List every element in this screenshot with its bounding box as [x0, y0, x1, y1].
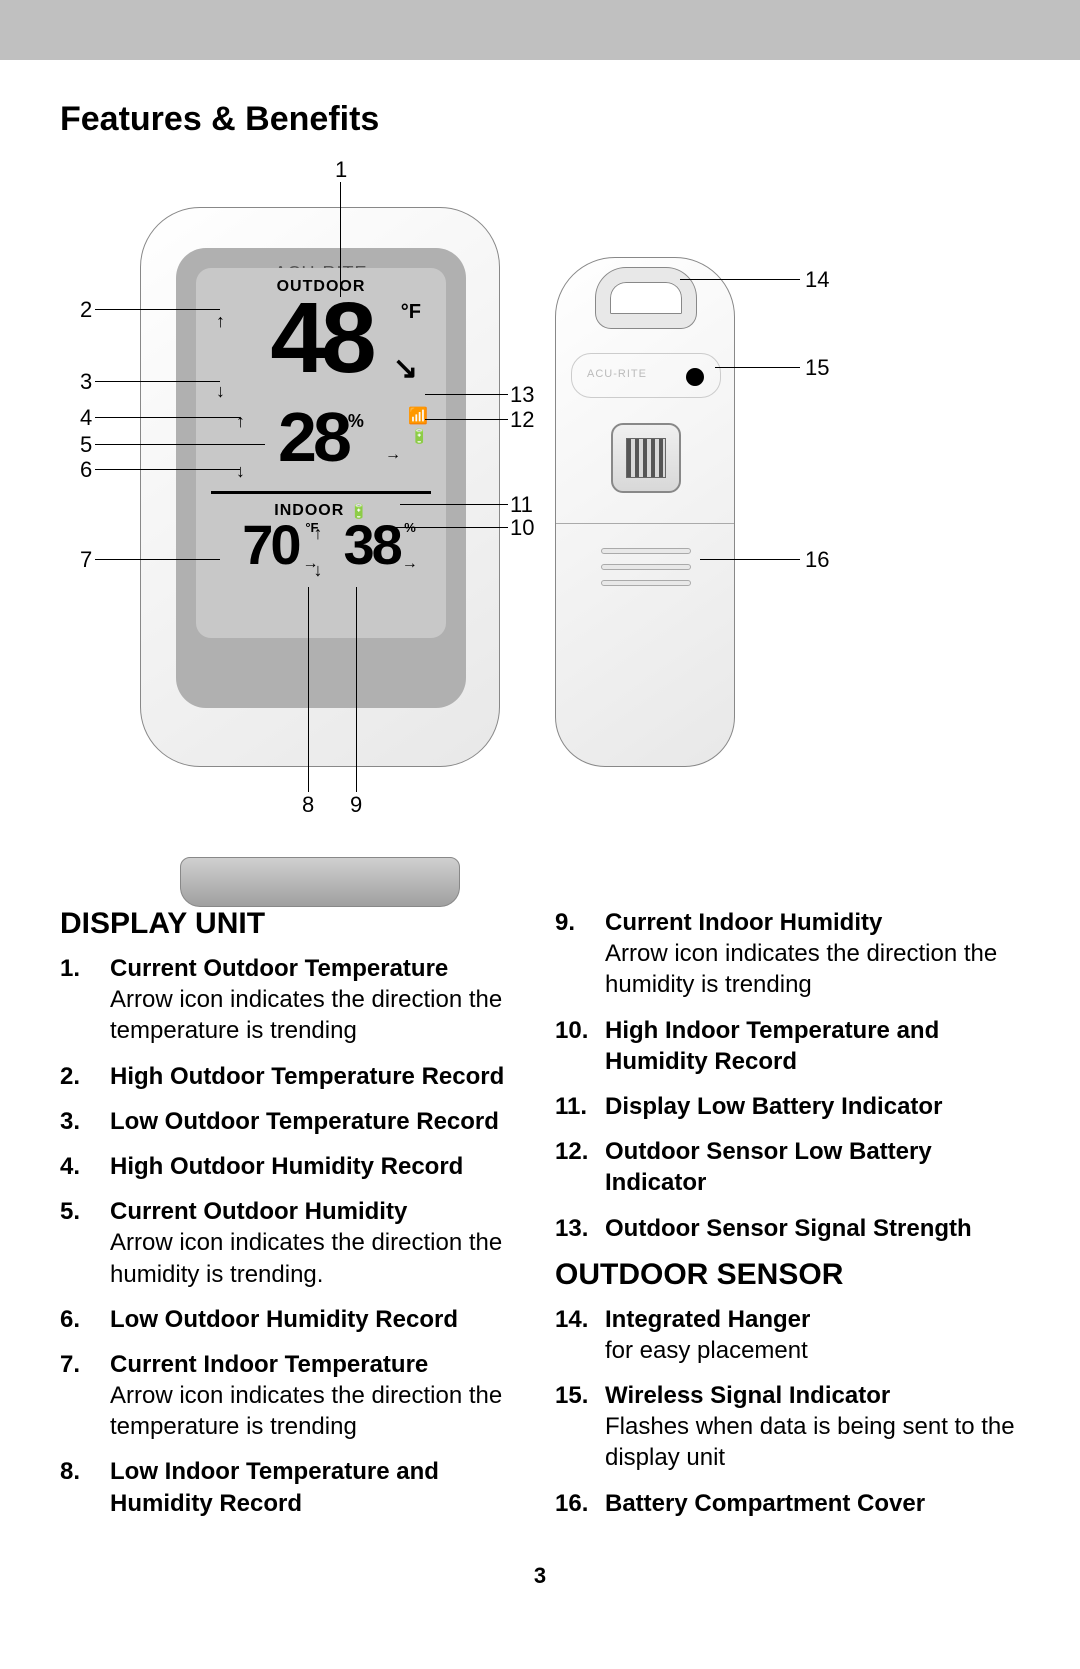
feature-item-11: 11.Display Low Battery Indicator: [555, 1091, 1020, 1122]
high-humid-arrow-icon: [236, 411, 245, 432]
display-bezel: OUTDOOR 48 °F ↘ 28 % 📶: [176, 248, 466, 708]
indoor-high-arrow-icon: [314, 523, 323, 544]
outdoor-temp-unit: °F: [401, 301, 421, 324]
callout-13: 13: [510, 382, 534, 408]
battery-outdoor-icon: 🔋: [411, 428, 428, 445]
outdoor-sensor-body: ACU-RITE: [555, 257, 735, 767]
feature-item-15: 15.Wireless Signal IndicatorFlashes when…: [555, 1380, 1020, 1474]
display-unit-body: OUTDOOR 48 °F ↘ 28 % 📶: [140, 207, 500, 767]
feature-item-6: 6.Low Outdoor Humidity Record: [60, 1304, 525, 1335]
outdoor-temp-value: 48: [270, 296, 371, 381]
feature-col-right: 9.Current Indoor HumidityArrow icon indi…: [555, 907, 1020, 1533]
callout-3: 3: [80, 369, 92, 395]
feature-item-9: 9.Current Indoor HumidityArrow icon indi…: [555, 907, 1020, 1001]
sensor-grille: [611, 423, 681, 493]
outdoor-humidity-unit: %: [348, 411, 364, 432]
callout-6: 6: [80, 457, 92, 483]
callout-10: 10: [510, 515, 534, 541]
indoor-temp-value: 70: [242, 513, 298, 576]
display-unit-heading: DISPLAY UNIT: [60, 907, 525, 941]
display-unit-feature-list: 1.Current Outdoor TemperatureArrow icon …: [60, 953, 525, 1519]
callout-1: 1: [335, 157, 347, 183]
display-unit-feature-list-cont: 9.Current Indoor HumidityArrow icon indi…: [555, 907, 1020, 1244]
callout-14: 14: [805, 267, 829, 293]
trend-down-arrow-icon: ↘: [393, 351, 418, 386]
page-content: Features & Benefits OUTDOOR 48 °F ↘: [0, 60, 1080, 1619]
feature-item-3: 3.Low Outdoor Temperature Record: [60, 1106, 525, 1137]
callout-8: 8: [302, 792, 314, 818]
sensor-led-indicator: [686, 368, 704, 386]
feature-item-13: 13.Outdoor Sensor Signal Strength: [555, 1213, 1020, 1244]
sensor-hanger: [596, 268, 696, 328]
feature-item-10: 10.High Indoor Temperature and Humidity …: [555, 1015, 1020, 1077]
indoor-humidity-value: 38: [344, 513, 400, 576]
humid-trend-icon: [385, 446, 401, 464]
low-temp-arrow-icon: [216, 381, 225, 402]
top-grey-bar: [0, 0, 1080, 60]
feature-item-2: 2.High Outdoor Temperature Record: [60, 1061, 525, 1092]
outdoor-humidity-value: 28: [278, 406, 348, 469]
callout-5: 5: [80, 432, 92, 458]
feature-item-4: 4.High Outdoor Humidity Record: [60, 1151, 525, 1182]
lcd-screen: OUTDOOR 48 °F ↘ 28 % 📶: [196, 268, 446, 638]
feature-item-16: 16.Battery Compartment Cover: [555, 1488, 1020, 1519]
outdoor-sensor-heading: OUTDOOR SENSOR: [555, 1258, 1020, 1292]
feature-item-8: 8.Low Indoor Temperature and Humidity Re…: [60, 1456, 525, 1518]
callout-15: 15: [805, 355, 829, 381]
signal-icon: 📶: [408, 406, 428, 426]
outdoor-sensor-feature-list: 14.Integrated Hangerfor easy placement 1…: [555, 1304, 1020, 1519]
feature-item-14: 14.Integrated Hangerfor easy placement: [555, 1304, 1020, 1366]
indoor-humid-trend-icon: [402, 555, 418, 573]
sensor-vents: [601, 548, 691, 596]
callout-12: 12: [510, 407, 534, 433]
page-title: Features & Benefits: [60, 100, 1020, 139]
feature-diagram: OUTDOOR 48 °F ↘ 28 % 📶: [60, 157, 1020, 877]
callout-2: 2: [80, 297, 92, 323]
high-temp-arrow-icon: [216, 311, 225, 332]
feature-item-5: 5.Current Outdoor HumidityArrow icon ind…: [60, 1196, 525, 1290]
display-unit-base: [180, 857, 460, 907]
feature-item-7: 7.Current Indoor TemperatureArrow icon i…: [60, 1349, 525, 1443]
feature-columns: DISPLAY UNIT 1.Current Outdoor Temperatu…: [60, 907, 1020, 1533]
callout-9: 9: [350, 792, 362, 818]
callout-16: 16: [805, 547, 829, 573]
feature-col-left: DISPLAY UNIT 1.Current Outdoor Temperatu…: [60, 907, 525, 1533]
page-number: 3: [60, 1563, 1020, 1589]
low-humid-arrow-icon: [236, 461, 245, 482]
sensor-seam: [556, 523, 734, 524]
feature-item-12: 12.Outdoor Sensor Low Battery Indicator: [555, 1136, 1020, 1198]
callout-7: 7: [80, 547, 92, 573]
indoor-low-arrow-icon: [314, 560, 323, 581]
callout-4: 4: [80, 405, 92, 431]
feature-item-1: 1.Current Outdoor TemperatureArrow icon …: [60, 953, 525, 1047]
